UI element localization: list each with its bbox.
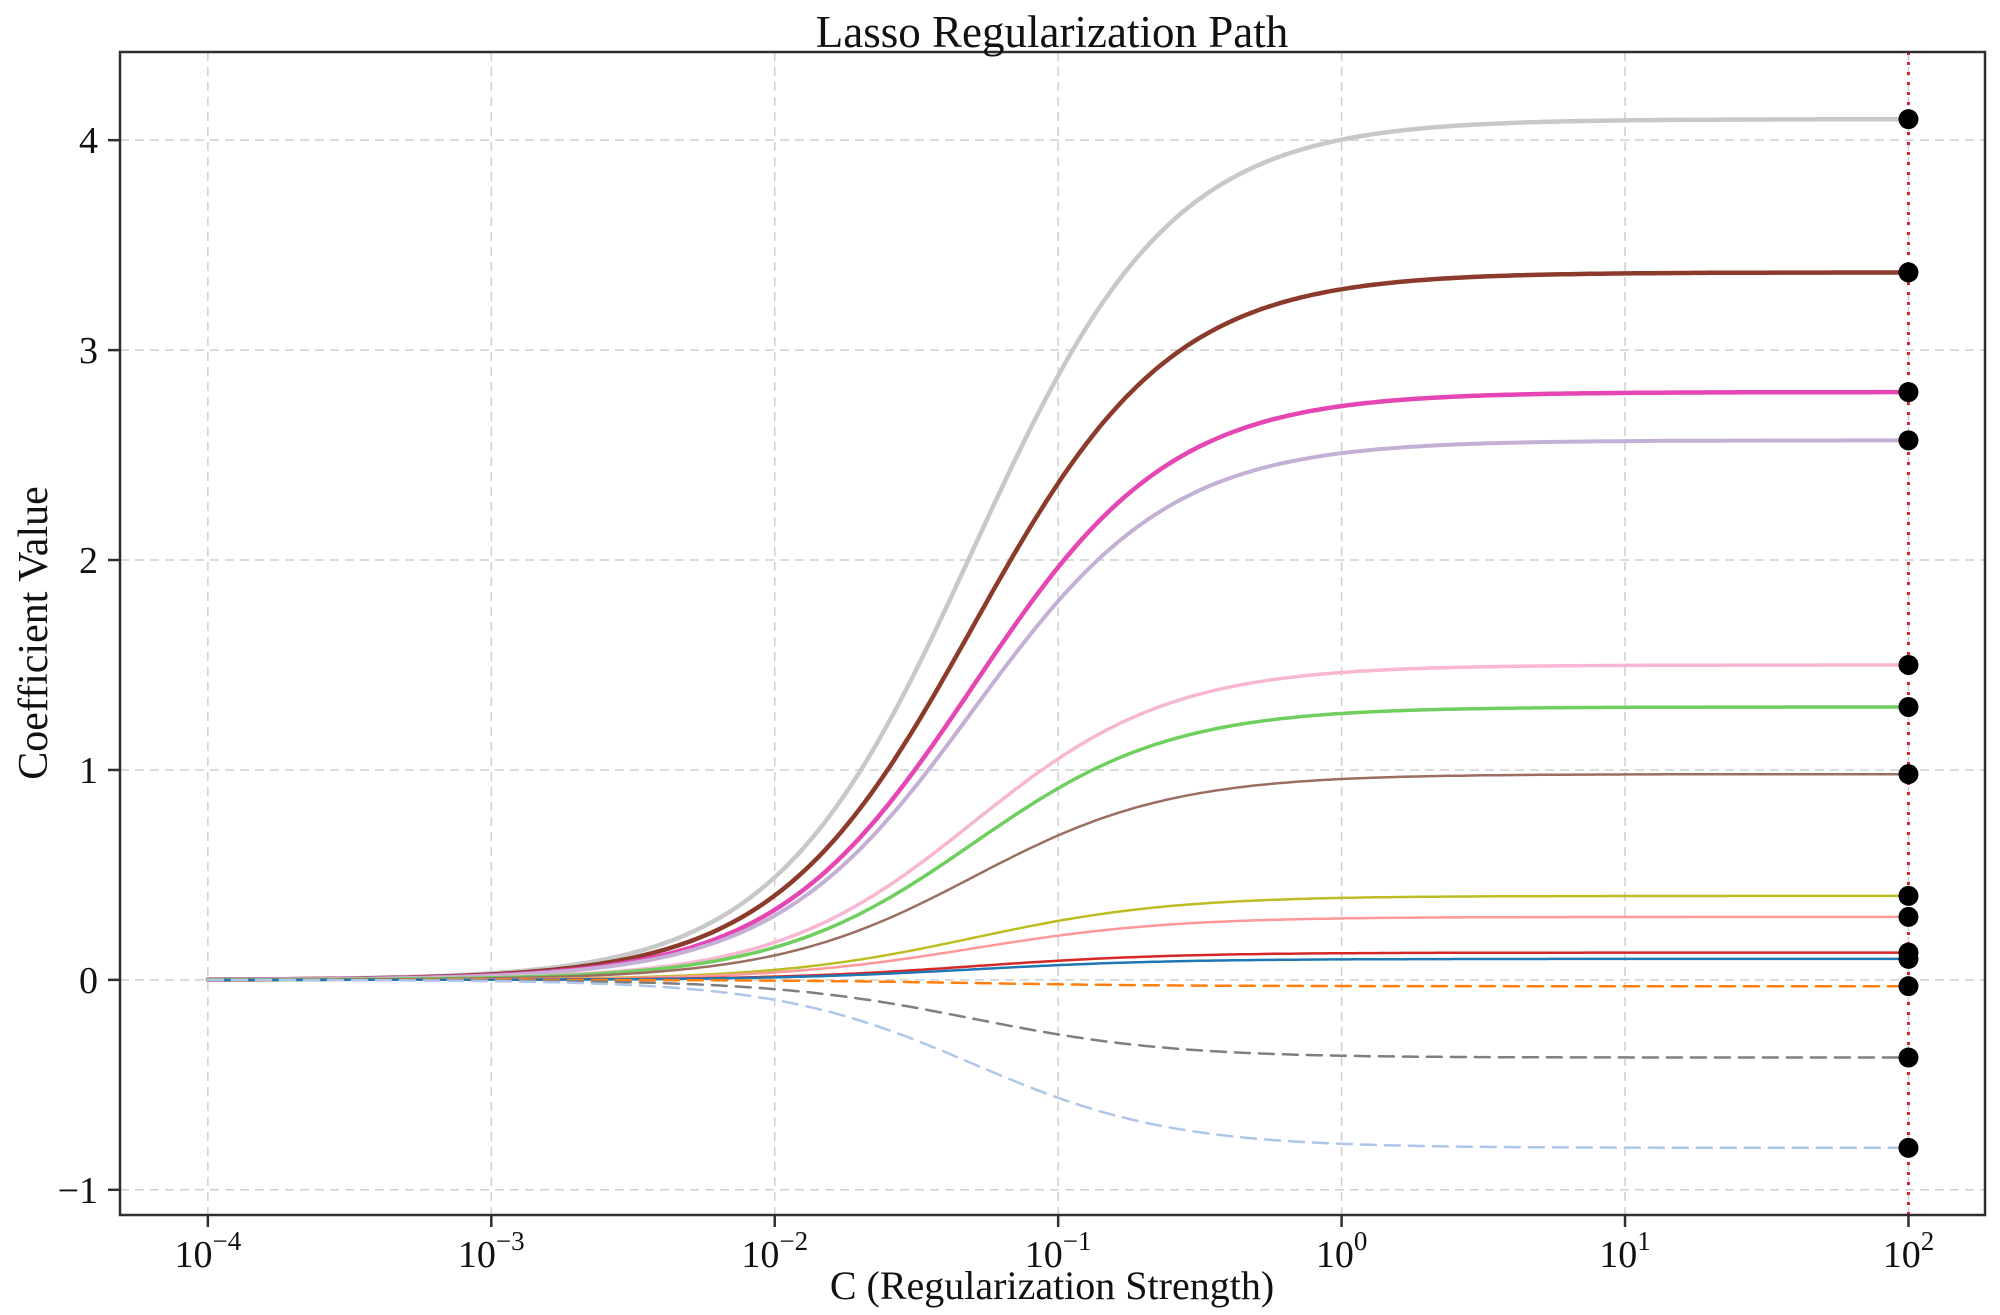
- end-marker-coef-14: [1898, 1137, 1919, 1158]
- end-marker-coef-3: [1898, 382, 1919, 403]
- x-tick-label: 10−3: [458, 1226, 525, 1276]
- y-tick-label: 1: [79, 750, 98, 792]
- end-marker-coef-7: [1898, 764, 1919, 785]
- end-marker-coef-5: [1898, 654, 1919, 675]
- end-marker-coef-4: [1898, 430, 1919, 451]
- y-tick-label: −1: [58, 1170, 98, 1212]
- end-marker-coef-8: [1898, 885, 1919, 906]
- end-marker-coef-2: [1898, 262, 1919, 283]
- end-marker-coef-1: [1898, 109, 1919, 130]
- chart-title: Lasso Regularization Path: [815, 7, 1289, 57]
- plot-frame: [118, 50, 1987, 1217]
- y-tick-label: 3: [79, 330, 98, 372]
- end-marker-coef-9: [1898, 906, 1919, 927]
- x-tick-label: 10−4: [174, 1226, 241, 1276]
- end-marker-coef-11: [1898, 948, 1919, 969]
- x-tick-label: 101: [1599, 1226, 1651, 1276]
- y-tick-label: 2: [79, 540, 98, 582]
- x-axis-label: C (Regularization Strength): [829, 1263, 1275, 1308]
- x-tick-label: 10−1: [1025, 1226, 1092, 1276]
- end-marker-coef-12: [1898, 976, 1919, 997]
- end-marker-coef-6: [1898, 696, 1919, 717]
- series-line-coef-14: [206, 978, 1910, 1150]
- x-tick-label: 100: [1316, 1226, 1368, 1276]
- series-line-coef-13: [206, 978, 1910, 1059]
- y-tick-label: 4: [79, 120, 98, 162]
- y-tick-label: 0: [79, 960, 98, 1002]
- x-tick-label: 10−2: [741, 1226, 808, 1276]
- y-axis-label: Coefficient Value: [11, 486, 57, 780]
- series-line-coef-12: [206, 978, 1910, 988]
- series-line-coef-11: [206, 957, 1910, 982]
- end-marker-coef-13: [1898, 1047, 1919, 1068]
- series-line-coef-4: [205, 438, 1911, 982]
- x-tick-label: 102: [1883, 1226, 1935, 1276]
